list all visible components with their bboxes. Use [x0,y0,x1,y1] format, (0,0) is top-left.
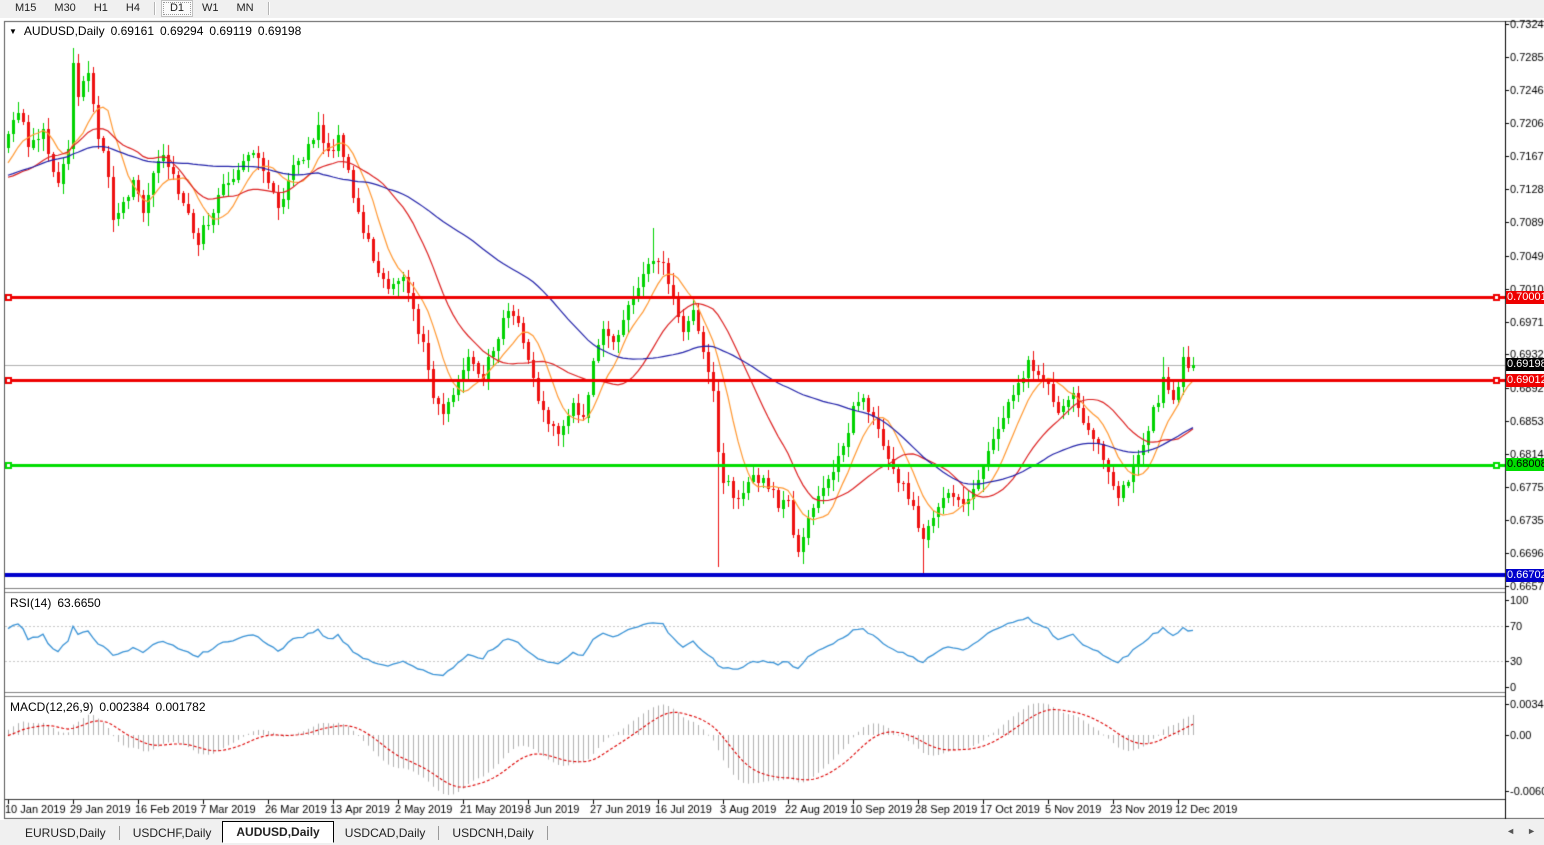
tab-scroll-arrows: ◄ ► [1506,826,1536,836]
macd-indicator-label: MACD(12,26,9) 0.002384 0.001782 [10,700,206,714]
rsi-current-value: 63.6650 [57,596,101,610]
tab-scroll-right-icon[interactable]: ► [1527,826,1536,836]
hline-badge-support[interactable]: 0.68008 [1506,458,1544,471]
chart-high-value: 0.69294 [160,24,204,38]
timeframe-button-h1[interactable]: H1 [85,0,117,17]
tab-audusd-daily[interactable]: AUDUSD,Daily [222,820,334,843]
rsi-name: RSI(14) [10,596,52,610]
timeframe-button-m15[interactable]: M15 [6,0,45,17]
rsi-indicator-label: RSI(14) 63.6650 [10,596,101,610]
macd-name: MACD(12,26,9) [10,700,94,714]
toolbar-separator [267,2,270,15]
timeframe-toolbar: M15 M30 H1 H4 D1 W1 MN [0,0,1544,17]
chart-tab-bar: EURUSD,Daily USDCHF,Daily AUDUSD,Daily U… [0,820,1544,845]
toolbar-separator [153,2,156,15]
chart-window: ▼ AUDUSD,Daily 0.69161 0.69294 0.69119 0… [0,18,1544,820]
chart-symbol-period: AUDUSD,Daily [23,24,105,38]
chart-open-value: 0.69161 [110,24,154,38]
hline-badge-year-low[interactable]: 0.66702 [1506,569,1544,582]
tab-eurusd-daily[interactable]: EURUSD,Daily [25,825,106,840]
macd-signal-value: 0.001782 [155,700,206,714]
current-price-badge: 0.69198 [1506,358,1544,371]
timeframe-button-w1[interactable]: W1 [193,0,228,17]
timeframe-button-d1[interactable]: D1 [160,0,193,17]
chart-title: ▼ AUDUSD,Daily 0.69161 0.69294 0.69119 0… [9,24,301,38]
hline-badge-resistance-lower[interactable]: 0.69012 [1506,374,1544,387]
tab-usdcnh-daily[interactable]: USDCNH,Daily [452,825,534,840]
chart-low-value: 0.69119 [209,24,252,38]
tab-scroll-left-icon[interactable]: ◄ [1506,826,1516,836]
timeframe-button-h4[interactable]: H4 [117,0,149,17]
tab-separator [118,825,120,840]
timeframe-button-mn[interactable]: MN [228,0,263,17]
chart-close-value: 0.69198 [257,24,302,38]
macd-main-value: 0.002384 [99,700,150,714]
symbol-dropdown-icon[interactable]: ▼ [9,26,17,36]
tab-usdcad-daily[interactable]: USDCAD,Daily [344,825,426,840]
price-chart-canvas[interactable] [0,18,1544,820]
timeframe-button-m30[interactable]: M30 [45,0,84,17]
tab-separator [438,825,440,840]
tab-separator [546,825,548,840]
tab-usdchf-daily[interactable]: USDCHF,Daily [132,825,212,840]
hline-badge-resistance-upper[interactable]: 0.70001 [1506,291,1544,304]
